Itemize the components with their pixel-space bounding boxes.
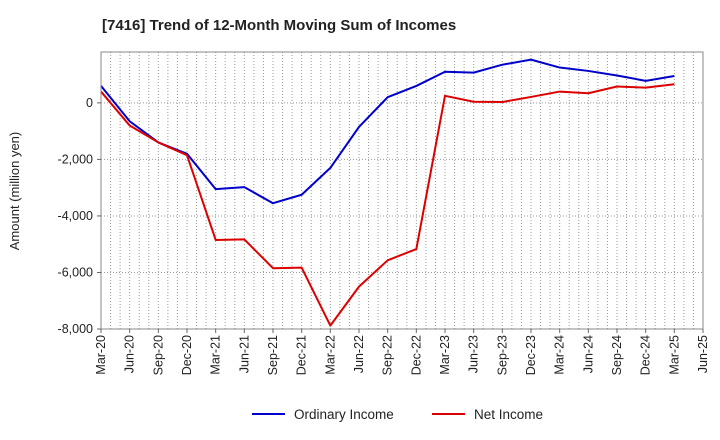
- x-tick-label: Jun-25: [696, 335, 710, 373]
- x-tick-label: Mar-25: [667, 335, 681, 375]
- x-tick-label: Sep-24: [610, 335, 624, 375]
- x-tick-label: Sep-21: [266, 335, 280, 375]
- x-tick-label: Dec-24: [639, 335, 653, 375]
- x-tick-label: Dec-22: [409, 335, 423, 375]
- x-tick-label: Mar-23: [438, 335, 452, 375]
- y-tick-label: -4,000: [58, 209, 93, 223]
- y-tick-label: -8,000: [58, 322, 93, 336]
- x-tick-label: Mar-21: [209, 335, 223, 375]
- x-tick-label: Sep-22: [381, 335, 395, 375]
- plot-area-frame: [100, 51, 704, 330]
- legend-label: Ordinary Income: [294, 407, 394, 422]
- grid: [101, 52, 703, 330]
- x-tick-label: Dec-23: [524, 335, 538, 375]
- series-line-net-income: [100, 83, 675, 327]
- series-line-ordinary-income: [100, 58, 675, 205]
- x-tick-label: Mar-22: [323, 335, 337, 375]
- x-tick-label: Sep-23: [495, 335, 509, 375]
- x-tick-label: Jun-20: [123, 335, 137, 373]
- chart-title: [7416] Trend of 12-Month Moving Sum of I…: [102, 17, 456, 34]
- series-lines: [100, 58, 675, 327]
- y-tick-label: -2,000: [58, 152, 93, 166]
- x-tick-label: Jun-24: [581, 335, 595, 373]
- legend-label: Net Income: [474, 407, 543, 422]
- y-axis-label: Amount (million yen): [7, 132, 22, 251]
- x-tick-label: Mar-24: [553, 335, 567, 375]
- x-tick-label: Jun-23: [467, 335, 481, 373]
- x-tick-label: Mar-20: [94, 335, 108, 375]
- x-tick-label: Sep-20: [151, 335, 165, 375]
- x-tick-label: Dec-21: [295, 335, 309, 375]
- y-tick-label: 0: [86, 96, 93, 110]
- y-axis-ticks: 0 -2,000 -4,000 -6,000 -8,000: [58, 96, 101, 336]
- x-tick-label: Jun-21: [237, 335, 251, 373]
- x-axis-ticks: Mar-20 Jun-20 Sep-20 Dec-20 Mar-21 Jun-21 Sep-…: [94, 329, 710, 375]
- y-tick-label: -6,000: [58, 265, 93, 279]
- x-tick-label: Jun-22: [352, 335, 366, 373]
- legend: Ordinary Income Net Income: [252, 407, 543, 422]
- x-tick-label: Dec-20: [180, 335, 194, 375]
